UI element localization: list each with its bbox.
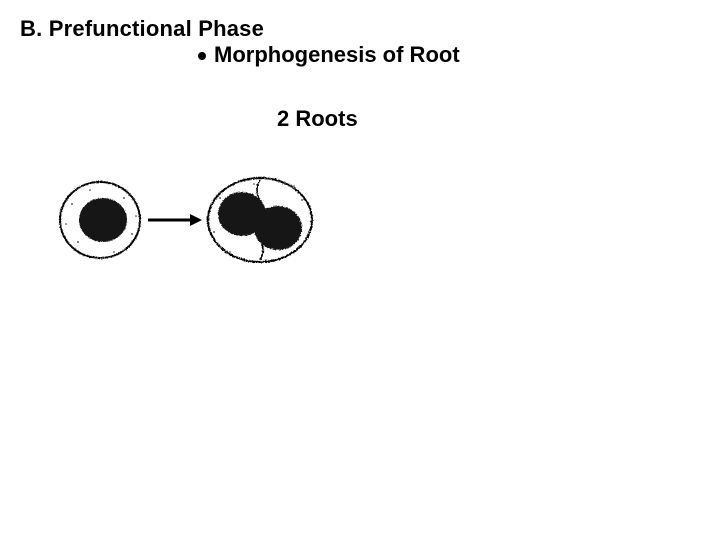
bullet-row: Morphogenesis of Root xyxy=(198,42,460,68)
right-cell-lobe-b xyxy=(254,206,302,250)
slide: B. Prefunctional Phase Morphogenesis of … xyxy=(0,0,720,540)
root-morphogenesis-figure xyxy=(44,164,344,284)
bullet-dot-icon xyxy=(198,52,206,60)
arrow-icon xyxy=(148,214,202,226)
bullet-text: Morphogenesis of Root xyxy=(214,42,460,68)
section-heading: B. Prefunctional Phase xyxy=(20,16,264,42)
left-cell-icon xyxy=(60,182,140,258)
right-cell-icon xyxy=(208,178,312,262)
subtitle: 2 Roots xyxy=(277,106,358,132)
left-cell-inner xyxy=(79,198,127,242)
